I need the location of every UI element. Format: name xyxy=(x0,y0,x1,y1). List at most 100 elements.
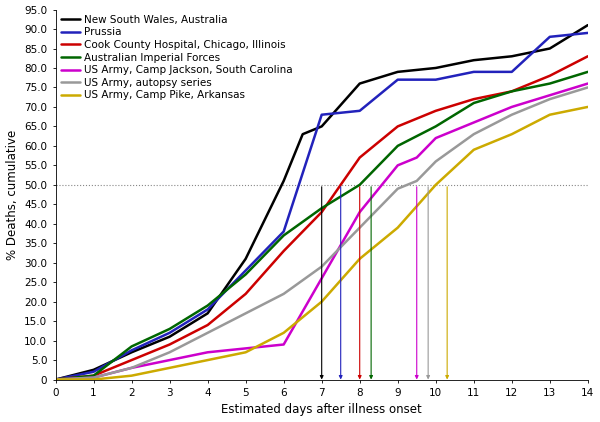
Australian Imperial Forces xyxy=(394,143,401,149)
New South Wales, Australia xyxy=(166,334,173,339)
US Army, Camp Pike, Arkansas xyxy=(394,225,401,230)
US Army, autopsy series xyxy=(356,225,364,230)
Australian Imperial Forces xyxy=(280,233,287,238)
US Army, autopsy series xyxy=(280,291,287,296)
Australian Imperial Forces xyxy=(242,272,249,277)
Cook County Hospital, Chicago, Illinois xyxy=(90,373,97,378)
Prussia xyxy=(318,112,325,117)
X-axis label: Estimated days after illness onset: Estimated days after illness onset xyxy=(221,403,422,417)
US Army, Camp Jackson, South Carolina xyxy=(166,357,173,362)
New South Wales, Australia xyxy=(470,58,478,63)
US Army, autopsy series xyxy=(318,264,325,269)
Australian Imperial Forces xyxy=(356,182,364,187)
US Army, Camp Pike, Arkansas xyxy=(166,365,173,371)
US Army, autopsy series xyxy=(204,330,211,335)
Prussia xyxy=(280,229,287,234)
Line: US Army, Camp Jackson, South Carolina: US Army, Camp Jackson, South Carolina xyxy=(56,84,588,379)
New South Wales, Australia xyxy=(508,54,515,59)
Australian Imperial Forces xyxy=(432,124,439,129)
New South Wales, Australia xyxy=(90,367,97,372)
US Army, autopsy series xyxy=(470,132,478,137)
US Army, Camp Pike, Arkansas xyxy=(318,299,325,304)
Line: US Army, autopsy series: US Army, autopsy series xyxy=(56,87,588,379)
Line: Australian Imperial Forces: Australian Imperial Forces xyxy=(56,72,588,379)
Prussia xyxy=(166,330,173,335)
US Army, Camp Jackson, South Carolina xyxy=(90,375,97,380)
Australian Imperial Forces xyxy=(128,344,135,349)
US Army, autopsy series xyxy=(508,112,515,117)
Cook County Hospital, Chicago, Illinois xyxy=(546,73,553,78)
Prussia xyxy=(432,77,439,82)
Prussia xyxy=(242,268,249,273)
Prussia xyxy=(470,69,478,74)
Line: New South Wales, Australia: New South Wales, Australia xyxy=(56,25,588,379)
Cook County Hospital, Chicago, Illinois xyxy=(470,97,478,102)
New South Wales, Australia xyxy=(394,69,401,74)
New South Wales, Australia xyxy=(52,377,59,382)
Cook County Hospital, Chicago, Illinois xyxy=(128,357,135,362)
US Army, Camp Jackson, South Carolina xyxy=(318,276,325,281)
Line: US Army, Camp Pike, Arkansas: US Army, Camp Pike, Arkansas xyxy=(56,107,588,379)
Cook County Hospital, Chicago, Illinois xyxy=(318,210,325,215)
US Army, autopsy series xyxy=(413,179,421,184)
Line: Prussia: Prussia xyxy=(56,33,588,379)
US Army, Camp Pike, Arkansas xyxy=(584,104,592,109)
Australian Imperial Forces xyxy=(204,303,211,308)
US Army, Camp Jackson, South Carolina xyxy=(394,163,401,168)
Cook County Hospital, Chicago, Illinois xyxy=(166,342,173,347)
US Army, autopsy series xyxy=(546,97,553,102)
Prussia xyxy=(356,108,364,114)
Prussia xyxy=(546,34,553,39)
Cook County Hospital, Chicago, Illinois xyxy=(204,322,211,327)
US Army, Camp Jackson, South Carolina xyxy=(584,81,592,86)
Cook County Hospital, Chicago, Illinois xyxy=(432,108,439,114)
US Army, Camp Pike, Arkansas xyxy=(204,357,211,362)
US Army, Camp Jackson, South Carolina xyxy=(356,210,364,215)
Cook County Hospital, Chicago, Illinois xyxy=(52,377,59,382)
Prussia xyxy=(52,377,59,382)
US Army, Camp Jackson, South Carolina xyxy=(204,350,211,355)
US Army, Camp Pike, Arkansas xyxy=(356,256,364,261)
US Army, autopsy series xyxy=(52,377,59,382)
Prussia xyxy=(508,69,515,74)
New South Wales, Australia xyxy=(128,350,135,355)
Cook County Hospital, Chicago, Illinois xyxy=(584,54,592,59)
Australian Imperial Forces xyxy=(318,206,325,211)
US Army, Camp Jackson, South Carolina xyxy=(242,346,249,351)
US Army, Camp Jackson, South Carolina xyxy=(432,135,439,141)
US Army, autopsy series xyxy=(394,186,401,191)
US Army, Camp Jackson, South Carolina xyxy=(128,365,135,371)
Australian Imperial Forces xyxy=(584,69,592,74)
Cook County Hospital, Chicago, Illinois xyxy=(508,89,515,94)
US Army, autopsy series xyxy=(166,350,173,355)
Australian Imperial Forces xyxy=(166,326,173,331)
Cook County Hospital, Chicago, Illinois xyxy=(394,124,401,129)
New South Wales, Australia xyxy=(299,132,306,137)
Prussia xyxy=(90,369,97,374)
Cook County Hospital, Chicago, Illinois xyxy=(280,249,287,254)
Cook County Hospital, Chicago, Illinois xyxy=(356,155,364,160)
New South Wales, Australia xyxy=(242,256,249,261)
US Army, Camp Pike, Arkansas xyxy=(52,377,59,382)
US Army, Camp Jackson, South Carolina xyxy=(546,93,553,98)
New South Wales, Australia xyxy=(356,81,364,86)
US Army, Camp Pike, Arkansas xyxy=(128,373,135,378)
Prussia xyxy=(128,348,135,353)
New South Wales, Australia xyxy=(204,311,211,316)
Line: Cook County Hospital, Chicago, Illinois: Cook County Hospital, Chicago, Illinois xyxy=(56,56,588,379)
New South Wales, Australia xyxy=(280,179,287,184)
US Army, autopsy series xyxy=(90,375,97,380)
Australian Imperial Forces xyxy=(470,100,478,106)
US Army, Camp Pike, Arkansas xyxy=(280,330,287,335)
US Army, Camp Jackson, South Carolina xyxy=(470,120,478,125)
US Army, Camp Pike, Arkansas xyxy=(432,182,439,187)
US Army, Camp Pike, Arkansas xyxy=(470,147,478,152)
US Army, autopsy series xyxy=(128,365,135,371)
US Army, Camp Jackson, South Carolina xyxy=(413,155,421,160)
New South Wales, Australia xyxy=(584,23,592,28)
US Army, Camp Jackson, South Carolina xyxy=(52,377,59,382)
Prussia xyxy=(204,307,211,312)
Prussia xyxy=(584,30,592,35)
New South Wales, Australia xyxy=(546,46,553,51)
New South Wales, Australia xyxy=(432,65,439,70)
